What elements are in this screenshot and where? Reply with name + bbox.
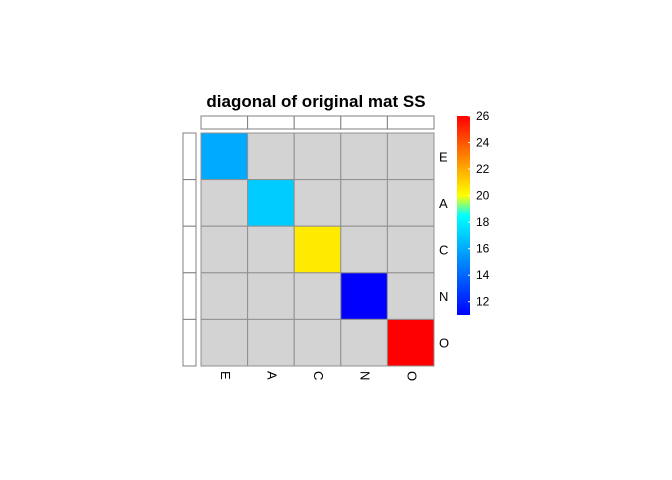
- heatmap-cell-na: [200, 272, 249, 320]
- legend-tick-label: 16: [476, 242, 490, 256]
- heatmap-cells: [200, 132, 435, 367]
- heatmap-cell: [340, 272, 388, 320]
- heatmap-cell-na: [340, 179, 388, 227]
- left-annotation-cell: [182, 179, 197, 227]
- chart-title: diagonal of original mat SS: [206, 92, 425, 111]
- top-annotation-bar: [200, 115, 435, 130]
- heatmap-cell-na: [386, 132, 435, 181]
- top-annotation-cell: [340, 115, 388, 130]
- heatmap-cell-na: [247, 272, 295, 320]
- left-annotation-bar: [182, 132, 197, 367]
- legend-tick-label: 24: [476, 136, 490, 150]
- top-annotation-cell: [386, 115, 435, 130]
- legend-tick-label: 18: [476, 215, 490, 229]
- heatmap-cell-na: [293, 179, 342, 227]
- column-label: O: [404, 371, 419, 381]
- heatmap-cell-na: [200, 225, 249, 274]
- row-label: E: [439, 149, 448, 164]
- column-label: N: [358, 371, 373, 380]
- left-annotation-cell: [182, 132, 197, 181]
- heatmap-cell-na: [200, 179, 249, 227]
- top-annotation-cell: [293, 115, 342, 130]
- legend-tick-label: 26: [476, 109, 490, 123]
- left-annotation-cell: [182, 318, 197, 367]
- legend-ticks: 12 14 16 18 20 22 24 26: [468, 109, 490, 309]
- row-label: A: [439, 196, 448, 211]
- top-annotation-cell: [247, 115, 295, 130]
- heatmap-cell-na: [386, 272, 435, 320]
- column-label: A: [264, 371, 279, 380]
- heatmap-cell-na: [386, 179, 435, 227]
- heatmap-cell: [200, 132, 249, 181]
- heatmap-cell: [247, 179, 295, 227]
- heatmap-cell: [293, 225, 342, 274]
- heatmap-cell-na: [247, 225, 295, 274]
- heatmap-cell-na: [340, 318, 388, 367]
- left-annotation-cell: [182, 225, 197, 274]
- top-annotation-cell: [200, 115, 249, 130]
- row-label: C: [439, 243, 448, 258]
- heatmap-cell-na: [293, 272, 342, 320]
- heatmap-cell-na: [293, 132, 342, 181]
- column-label: C: [311, 371, 326, 380]
- heatmap-cell-na: [247, 132, 295, 181]
- row-label: O: [439, 336, 449, 351]
- left-annotation-cell: [182, 272, 197, 320]
- heatmap-cell-na: [386, 225, 435, 274]
- heatmap-cell-na: [293, 318, 342, 367]
- legend-colorbar: [457, 116, 470, 315]
- heatmap-cell-na: [200, 318, 249, 367]
- column-label: E: [218, 371, 233, 380]
- row-labels: E A C N O: [439, 149, 449, 350]
- heatmap-cell-na: [340, 225, 388, 274]
- heatmap-cell: [386, 318, 435, 367]
- legend-tick-label: 22: [476, 162, 490, 176]
- row-label: N: [439, 289, 448, 304]
- heatmap-cell-na: [340, 132, 388, 181]
- legend-tick-label: 12: [476, 295, 490, 309]
- heatmap-cell-na: [247, 318, 295, 367]
- color-legend: 12 14 16 18 20 22 24 26: [457, 109, 490, 315]
- legend-tick-label: 14: [476, 268, 490, 282]
- legend-tick-label: 20: [476, 189, 490, 203]
